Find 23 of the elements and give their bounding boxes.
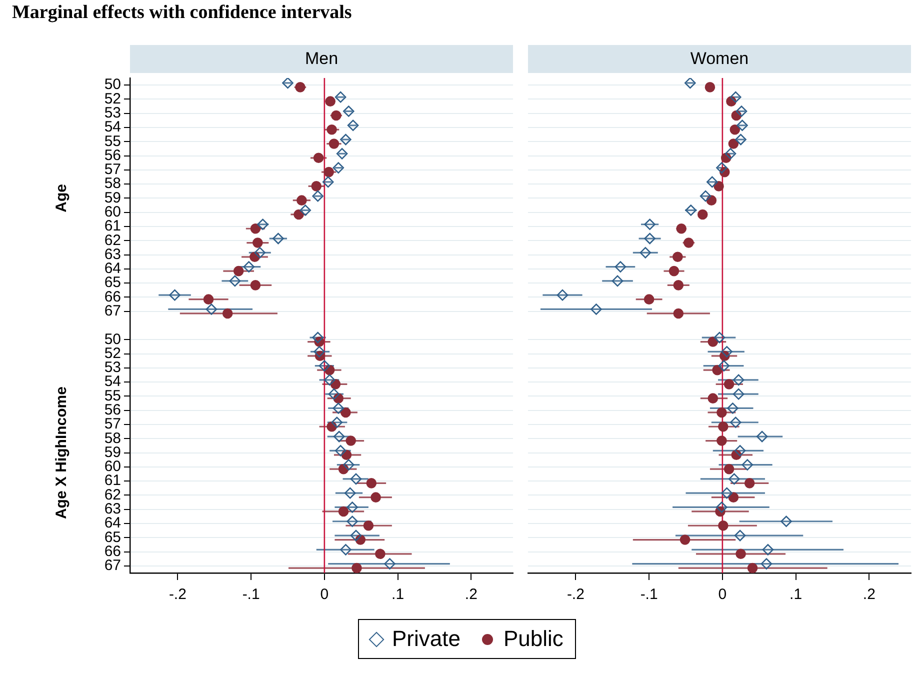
x-tick-label: .1 xyxy=(790,586,802,604)
y-tick-label: 60 xyxy=(104,204,121,220)
y-tick-label: 53 xyxy=(104,104,121,122)
y-tick-label: 67 xyxy=(104,302,121,320)
x-tick-label: .2 xyxy=(464,586,478,604)
legend-label: Public xyxy=(503,626,564,652)
text: Marginal effects with confidence intervals xyxy=(12,2,352,24)
x-tick-label: .1 xyxy=(392,586,404,604)
y-tick-label: 56 xyxy=(104,402,121,418)
y-tick-label: 63 xyxy=(104,500,121,518)
x-tick-label: -.2 xyxy=(566,586,584,604)
x-tick-label: .2 xyxy=(862,586,876,604)
text: Age xyxy=(53,184,70,212)
chart-title: Men xyxy=(130,45,513,73)
legend-label: Private xyxy=(392,626,460,652)
x-tick-label: 0 xyxy=(718,586,727,604)
x-tick-label: -.2 xyxy=(168,586,186,604)
chart-title: Women xyxy=(528,45,911,73)
text: Age X HighIncome xyxy=(53,386,70,520)
x-tick-label: 0 xyxy=(320,586,329,604)
x-tick-label: -.1 xyxy=(242,586,260,604)
y-tick-label: 67 xyxy=(104,557,121,574)
x-tick-label: -.1 xyxy=(640,586,658,604)
